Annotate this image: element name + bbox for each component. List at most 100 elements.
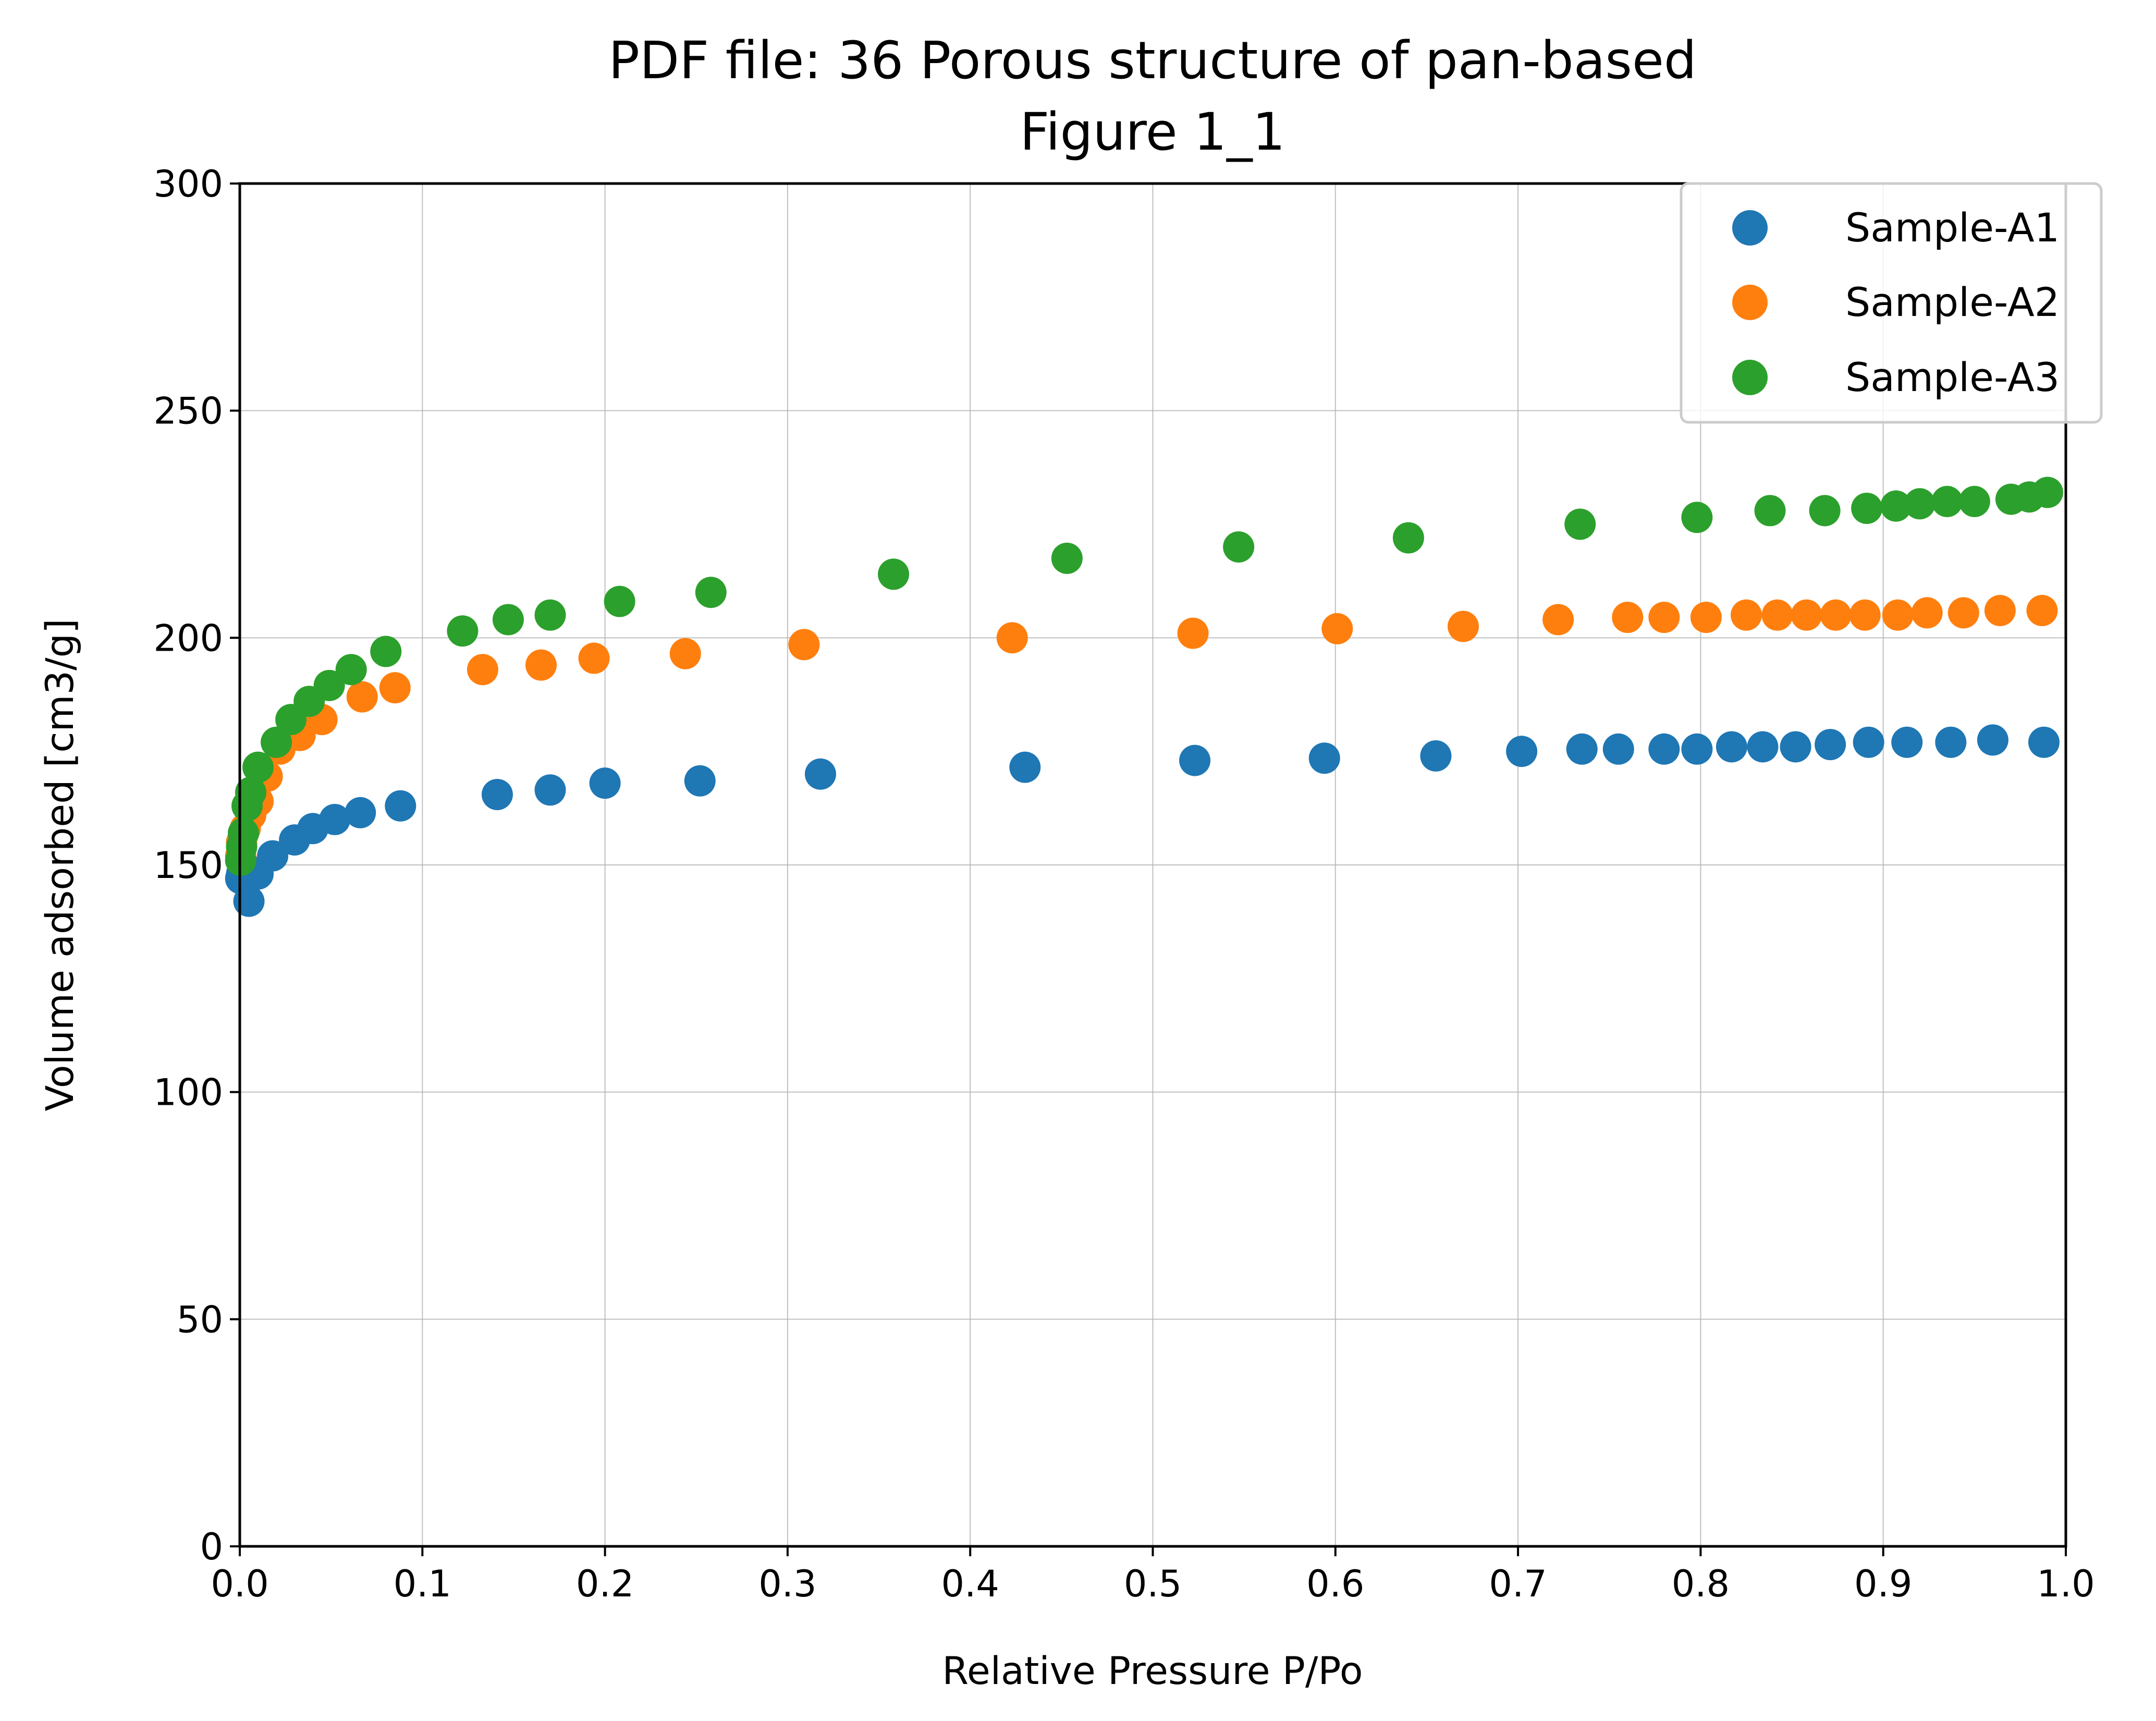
data-point-sample-a2 [1761,599,1793,631]
legend: Sample-A1 Sample-A2 Sample-A3 [1680,182,2103,424]
x-tick-label: 0.9 [1854,1563,1912,1605]
data-point-sample-a1 [1935,726,1967,758]
x-tick-label: 0.2 [576,1563,634,1605]
series-sample-a2 [225,595,2058,872]
data-point-sample-a2 [1849,599,1881,631]
data-point-sample-a3 [492,604,524,636]
axis-ticks: 0.0 0.1 0.2 0.3 0.4 0.5 0.6 0.7 0.8 0.9 1.0 0 50 100 1… [153,163,2094,1605]
data-point-sample-a1 [589,767,621,799]
data-point-sample-a2 [578,642,610,674]
data-point-sample-a2 [1947,597,1979,629]
data-point-sample-a3 [261,726,292,758]
data-point-sample-a3 [1880,490,1912,522]
y-tick-label: 300 [153,163,223,205]
data-point-sample-a3 [695,577,727,608]
data-point-sample-a2 [1690,602,1722,633]
data-point-sample-a3 [604,585,635,617]
y-tick-label: 150 [153,844,223,887]
data-point-sample-a1 [1747,731,1779,763]
data-point-sample-a3 [1051,542,1083,574]
data-point-sample-a1 [1566,733,1598,765]
data-point-sample-a2 [1542,604,1574,636]
x-tick-label: 0.4 [941,1563,999,1605]
series-sample-a3 [225,477,2063,876]
data-point-sample-a1 [1648,733,1680,765]
data-point-sample-a1 [684,765,716,797]
x-tick-label: 0.8 [1672,1563,1730,1605]
legend-marker-sample-a2 [1732,285,1768,320]
data-point-sample-a3 [1681,502,1713,533]
legend-label-sample-a3: Sample-A3 [1845,354,2060,400]
data-point-sample-a1 [385,790,416,822]
data-point-sample-a1 [804,758,836,790]
data-points [225,477,2063,917]
data-point-sample-a2 [467,654,498,686]
data-point-sample-a3 [1851,493,1883,524]
data-point-sample-a3 [242,751,274,783]
data-point-sample-a1 [1780,731,1811,763]
data-point-sample-a3 [1931,485,1963,517]
data-point-sample-a3 [1392,522,1424,554]
data-point-sample-a1 [534,774,566,806]
data-point-sample-a2 [525,649,557,681]
y-tick-label: 250 [153,390,223,433]
data-point-sample-a1 [319,803,351,835]
chart-title-line-2: Figure 1_1 [1020,102,1285,162]
data-point-sample-a3 [2031,477,2063,508]
data-point-sample-a1 [1308,742,1340,774]
y-axis-title: Volume adsorbed [cm3/g] [38,619,82,1112]
data-point-sample-a1 [257,840,289,872]
data-point-sample-a3 [313,669,345,701]
data-point-sample-a2 [1820,599,1852,631]
data-point-sample-a3 [1754,495,1786,527]
data-point-sample-a3 [1958,485,1990,517]
data-point-sample-a3 [878,558,910,590]
legend-box [1680,182,2103,424]
data-point-sample-a1 [1602,733,1634,765]
series-sample-a1 [225,724,2060,917]
data-point-sample-a1 [233,885,265,917]
y-tick-label: 50 [177,1298,223,1341]
data-point-sample-a2 [1321,613,1353,644]
legend-label-sample-a2: Sample-A2 [1845,279,2060,325]
x-axis-title: Relative Pressure P/Po [942,1649,1363,1693]
y-tick-label: 0 [200,1525,223,1568]
legend-label-sample-a1: Sample-A1 [1845,204,2060,251]
data-point-sample-a1 [1977,724,2008,756]
data-point-sample-a2 [2026,595,2058,627]
data-point-sample-a1 [2028,726,2060,758]
data-point-sample-a2 [1448,611,1479,642]
data-point-sample-a3 [1809,495,1841,527]
chart-title-line-1: PDF file: 36 Porous structure of pan-bas… [608,31,1696,91]
data-point-sample-a3 [1904,488,1936,520]
data-point-sample-a1 [1506,736,1538,767]
data-point-sample-a1 [345,797,376,828]
data-point-sample-a2 [669,638,701,669]
x-tick-label: 0.6 [1306,1563,1364,1605]
y-tick-label: 200 [153,617,223,660]
data-point-sample-a2 [1984,595,2016,627]
data-point-sample-a2 [379,672,411,704]
data-point-sample-a3 [235,776,267,808]
data-point-sample-a3 [447,615,479,647]
data-point-sample-a3 [370,636,402,667]
data-point-sample-a1 [1716,731,1747,763]
data-point-sample-a1 [1815,729,1846,761]
data-point-sample-a1 [1853,726,1884,758]
data-point-sample-a3 [1223,531,1255,563]
data-point-sample-a2 [1882,599,1914,631]
data-point-sample-a2 [1648,602,1680,633]
x-tick-label: 0.7 [1489,1563,1547,1605]
data-point-sample-a1 [1681,733,1713,765]
data-point-sample-a1 [1179,744,1211,776]
x-tick-label: 0.0 [211,1563,268,1605]
data-point-sample-a1 [1891,726,1923,758]
data-point-sample-a3 [335,654,367,686]
plot-frame [238,182,2067,1548]
data-point-sample-a1 [1420,740,1452,772]
x-tick-label: 1.0 [2037,1563,2094,1605]
x-tick-label: 0.5 [1124,1563,1182,1605]
data-point-sample-a2 [1911,597,1943,629]
y-tick-label: 100 [153,1071,223,1114]
